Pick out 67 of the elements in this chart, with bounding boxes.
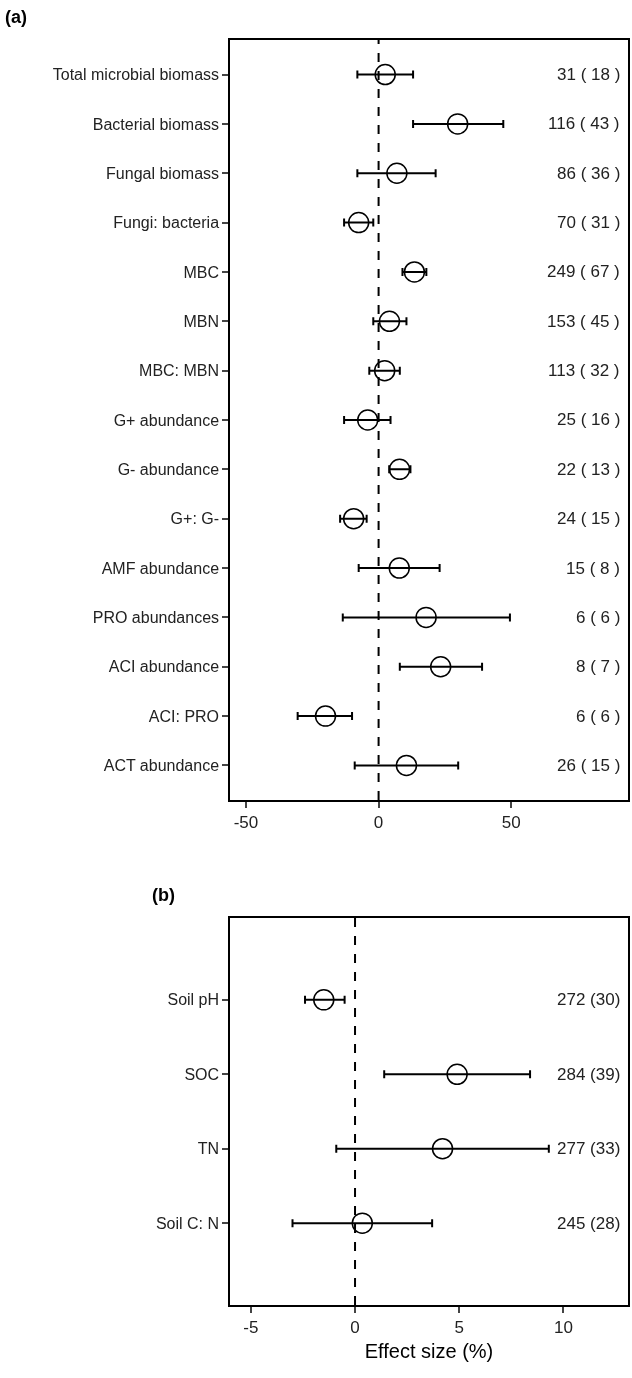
y-tick-label: G+ abundance <box>113 411 220 429</box>
point <box>342 507 365 530</box>
point <box>431 1137 454 1160</box>
y-tick-label: G+: G- <box>170 510 220 528</box>
point <box>388 557 411 579</box>
y-tick-label: ACI: PRO <box>148 707 220 725</box>
point <box>313 989 335 1011</box>
point <box>351 1212 374 1234</box>
x-axis-title: Effect size (%) <box>364 1340 494 1363</box>
y-tick-label: Total microbial biomass <box>52 66 220 84</box>
y-tick-label: Bacterial biomass <box>92 115 220 133</box>
y-tick-label: ACI abundance <box>108 658 220 676</box>
annotation: 15 ( 8 ) <box>566 559 620 578</box>
annotation: 86 ( 36 ) <box>557 164 621 183</box>
point <box>403 261 426 283</box>
y-tick-label: Soil pH <box>167 991 220 1009</box>
x-tick-label: -50 <box>233 813 259 833</box>
annotation: 277 (33) <box>557 1139 621 1158</box>
point <box>388 458 411 481</box>
y-tick-label: Soil C: N <box>155 1214 220 1232</box>
point <box>356 409 379 431</box>
point <box>446 113 469 135</box>
annotation: 245 (28) <box>557 1214 621 1233</box>
y-tick-label: Fungi: bacteria <box>113 214 220 232</box>
y-tick-label: MBN <box>183 312 220 330</box>
point <box>386 162 408 184</box>
point <box>429 656 452 678</box>
point <box>446 1063 468 1086</box>
annotation: 26 ( 15 ) <box>557 756 621 775</box>
y-tick-label: G- abundance <box>117 460 220 478</box>
annotation: 22 ( 13 ) <box>557 460 621 479</box>
annotation: 6 ( 6 ) <box>576 707 621 726</box>
annotation: 8 ( 7 ) <box>576 657 621 676</box>
annotation: 6 ( 6 ) <box>576 608 621 627</box>
y-tick-label: TN <box>197 1140 220 1158</box>
y-tick-label: ACT abundance <box>103 757 220 775</box>
x-tick-label: 10 <box>553 1318 573 1338</box>
annotation: 25 ( 16 ) <box>557 410 621 429</box>
y-tick-label: MBC <box>183 263 220 281</box>
annotation: 249 ( 67 ) <box>547 262 620 281</box>
point <box>314 705 337 727</box>
annotation: 153 ( 45 ) <box>547 312 620 331</box>
point <box>395 754 418 777</box>
y-tick-label: AMF abundance <box>101 559 220 577</box>
x-tick-label: 50 <box>501 813 521 833</box>
x-tick-label: 0 <box>350 1318 360 1338</box>
y-tick-label: SOC <box>184 1065 220 1083</box>
point <box>415 606 437 629</box>
x-tick-label: 5 <box>454 1318 464 1338</box>
y-tick-label: PRO abundances <box>92 609 220 626</box>
annotation: 113 ( 32 ) <box>548 361 620 380</box>
x-tick-label: 0 <box>373 813 384 833</box>
annotation: 70 ( 31 ) <box>557 213 621 232</box>
x-tick-label: -5 <box>243 1318 259 1338</box>
y-tick-label: Fungal biomass <box>106 164 220 182</box>
point <box>347 211 370 234</box>
point <box>373 359 396 382</box>
annotation: 272 (30) <box>557 990 621 1009</box>
text: (a) <box>5 7 27 27</box>
point <box>374 63 396 86</box>
point <box>378 310 401 333</box>
annotation: 31 ( 18 ) <box>557 65 621 84</box>
y-tick-label: MBC: MBN <box>139 362 220 380</box>
chart-title: (b) <box>152 885 175 905</box>
annotation: 284 (39) <box>557 1065 621 1084</box>
annotation: 116 ( 43 ) <box>548 114 620 133</box>
annotation: 24 ( 15 ) <box>557 509 621 528</box>
